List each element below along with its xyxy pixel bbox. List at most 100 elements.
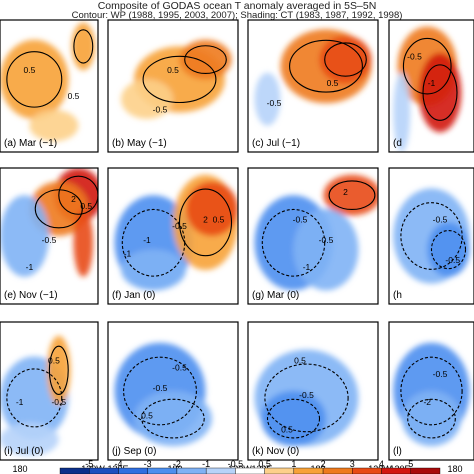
chart-subtitle: Contour: WP (1988, 1995, 2003, 2007); Sh… bbox=[71, 10, 403, 21]
panel-l: -0.5 -2 (l) bbox=[388, 321, 474, 461]
colorbar-tick-label: 3 bbox=[350, 459, 355, 469]
contour-label: 2 bbox=[203, 214, 208, 224]
panel-label: (l) bbox=[393, 446, 402, 457]
panel-label: (b) May (−1) bbox=[112, 138, 167, 149]
shading-layer bbox=[254, 174, 378, 291]
contour-line bbox=[48, 345, 69, 395]
contour-layer bbox=[289, 39, 367, 93]
contour-label: -1 bbox=[303, 262, 311, 272]
contour-layer bbox=[34, 175, 98, 229]
shading-blob bbox=[47, 335, 71, 405]
contour-label: 2 bbox=[343, 187, 348, 197]
contour-line bbox=[289, 39, 363, 93]
panel-label: (i) Jul (0) bbox=[4, 446, 43, 457]
contour-layer bbox=[123, 356, 205, 439]
contour-line bbox=[266, 398, 321, 439]
shading-layer bbox=[393, 342, 470, 447]
panel-g: -0.5 -1 2 -0.5 (g) Mar (0) bbox=[247, 167, 379, 305]
colorbar-tick-label: -3 bbox=[144, 459, 152, 469]
contour-label: 0.5 bbox=[23, 65, 35, 75]
contour-layer bbox=[6, 29, 94, 108]
panel-a: 0.5 0.5 (a) Mar (−1) bbox=[0, 19, 99, 153]
contour-label: -0.5 bbox=[433, 369, 448, 379]
contour-label: -1 bbox=[143, 235, 151, 245]
contour-label: -0.5 bbox=[299, 390, 314, 400]
contour-line bbox=[178, 188, 233, 257]
shading-blob bbox=[0, 422, 59, 456]
contour-layer bbox=[6, 345, 69, 428]
colorbar-cell bbox=[410, 467, 441, 474]
shading-blob bbox=[293, 208, 359, 291]
contour-line bbox=[142, 55, 217, 104]
contour-layer bbox=[142, 45, 227, 104]
contour-layer bbox=[402, 37, 458, 121]
contour-label: 0.5 bbox=[327, 78, 339, 88]
shading-blob bbox=[179, 39, 232, 80]
panel-frame bbox=[247, 321, 379, 461]
shading-blob bbox=[71, 22, 96, 71]
contour-label: 0.5 bbox=[294, 355, 306, 365]
shading-blob bbox=[29, 109, 79, 142]
panel-frame bbox=[107, 167, 239, 305]
contour-label: -0.5 bbox=[445, 255, 460, 265]
panel-d: -0.5 -1 (d bbox=[388, 19, 474, 153]
contour-line bbox=[73, 29, 94, 64]
shading-blob bbox=[186, 181, 238, 236]
panel-frame bbox=[247, 167, 379, 305]
panel-f: -1 -1 2 0.5 -0.5 (f) Jan (0) bbox=[107, 167, 239, 305]
shading-layer bbox=[114, 342, 212, 447]
contour-label: 0.5 bbox=[281, 424, 293, 434]
chart-title: Composite of GODAS ocean T anomaly avera… bbox=[97, 0, 377, 12]
shading-blob bbox=[73, 208, 94, 277]
panel-frame bbox=[388, 321, 474, 461]
colorbar-cell bbox=[381, 467, 411, 474]
colorbar-tick-label: -0.5 bbox=[228, 459, 244, 469]
contour-layer bbox=[261, 180, 376, 277]
panel-frame bbox=[0, 167, 99, 305]
contour-line bbox=[402, 37, 452, 95]
contour-label: -2 bbox=[423, 397, 431, 407]
panel-i: 0.5 -0.5 -1 (i) Jul (0) bbox=[0, 321, 99, 461]
panel-k: 0.5 -0.5 0.5 (k) Nov (0) bbox=[247, 321, 379, 461]
contour-line bbox=[6, 51, 63, 108]
panel-label: (e) Nov (−1) bbox=[4, 290, 58, 301]
shading-layer bbox=[0, 22, 96, 142]
panel-label: (a) Mar (−1) bbox=[4, 138, 57, 149]
contour-line bbox=[141, 398, 205, 439]
x-tick-label: 180 bbox=[12, 464, 27, 474]
contour-label: -0.5 bbox=[433, 214, 448, 224]
contour-label: -1 bbox=[428, 78, 436, 88]
shading-blob bbox=[261, 391, 326, 447]
contour-line bbox=[184, 45, 227, 75]
colorbar-cell bbox=[352, 467, 382, 474]
shading-blob bbox=[427, 222, 470, 277]
panel-j: -0.5 -0.5 0.5 (j) Sep (0) bbox=[107, 321, 239, 461]
contour-layer bbox=[400, 202, 467, 270]
colorbar-tick-label: 5 bbox=[408, 459, 413, 469]
contour-label: -0.5 bbox=[172, 221, 187, 231]
shading-blob bbox=[121, 249, 186, 291]
contour-line bbox=[328, 180, 376, 211]
panel-frame bbox=[0, 19, 99, 153]
colorbar-cell bbox=[322, 467, 353, 474]
contour-label: 0.5 bbox=[48, 355, 60, 365]
panel-label: (g) Mar (0) bbox=[252, 290, 299, 301]
panel-c: 0.5 -0.5 (c) Jul (−1) bbox=[247, 19, 379, 153]
colorbar-tick-label: -2 bbox=[173, 459, 181, 469]
shading-blob bbox=[0, 39, 69, 119]
panel-label: (c) Jul (−1) bbox=[252, 138, 300, 149]
contour-label: 0.5 bbox=[213, 214, 225, 224]
contour-label: -0.5 bbox=[319, 235, 334, 245]
shading-layer bbox=[254, 349, 359, 447]
shading-blob bbox=[254, 72, 281, 126]
contour-label: -0.5 bbox=[153, 104, 168, 114]
panel-b: 0.5 -0.5 (b) May (−1) bbox=[107, 19, 239, 153]
contour-label: -0.5 bbox=[172, 362, 187, 372]
contour-line bbox=[422, 64, 458, 121]
contour-layer bbox=[400, 356, 463, 439]
contour-label: -0.5 bbox=[293, 214, 308, 224]
shading-blob bbox=[393, 72, 411, 152]
contour-layer bbox=[121, 188, 233, 277]
contour-label: -0.5 bbox=[42, 235, 57, 245]
contour-label: 0.5 bbox=[167, 65, 179, 75]
